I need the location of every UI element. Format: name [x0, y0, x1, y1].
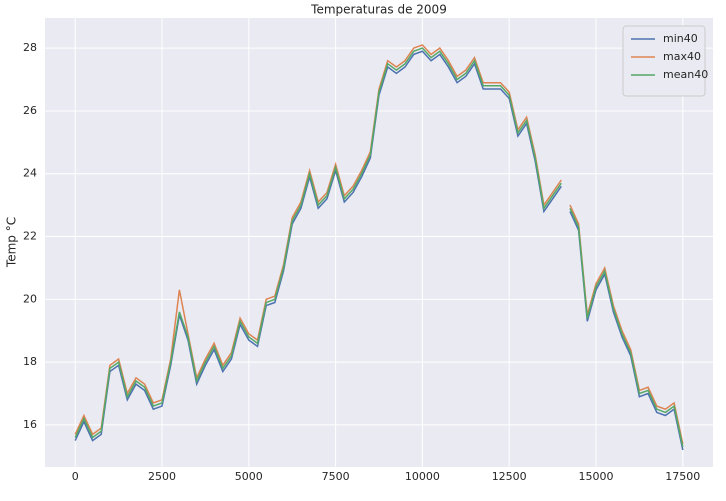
y-tick-label: 24 — [23, 167, 37, 180]
chart-title: Temperaturas de 2009 — [310, 3, 447, 17]
x-tick-label: 10000 — [405, 470, 440, 483]
x-tick-label: 5000 — [235, 470, 263, 483]
y-tick-label: 22 — [23, 230, 37, 243]
x-tick-label: 0 — [72, 470, 79, 483]
legend-label: mean40 — [663, 68, 708, 81]
x-tick-label: 15000 — [578, 470, 613, 483]
y-tick-label: 20 — [23, 292, 37, 305]
y-tick-label: 16 — [23, 418, 37, 431]
series-line — [74, 44, 684, 444]
x-tick-label: 2500 — [148, 470, 176, 483]
series-line — [74, 50, 684, 451]
y-axis-label: Temp °C — [5, 217, 19, 268]
y-tick-label: 26 — [23, 104, 37, 117]
x-tick-label: 12500 — [492, 470, 527, 483]
series-line — [74, 47, 684, 448]
y-tick-label: 18 — [23, 355, 37, 368]
legend-label: min40 — [663, 32, 698, 45]
y-tick-label: 28 — [23, 41, 37, 54]
legend-box — [622, 25, 706, 97]
plot-area — [45, 18, 713, 467]
x-tick-label: 17500 — [665, 470, 700, 483]
legend-label: max40 — [663, 50, 701, 63]
x-tick-label: 7500 — [322, 470, 350, 483]
